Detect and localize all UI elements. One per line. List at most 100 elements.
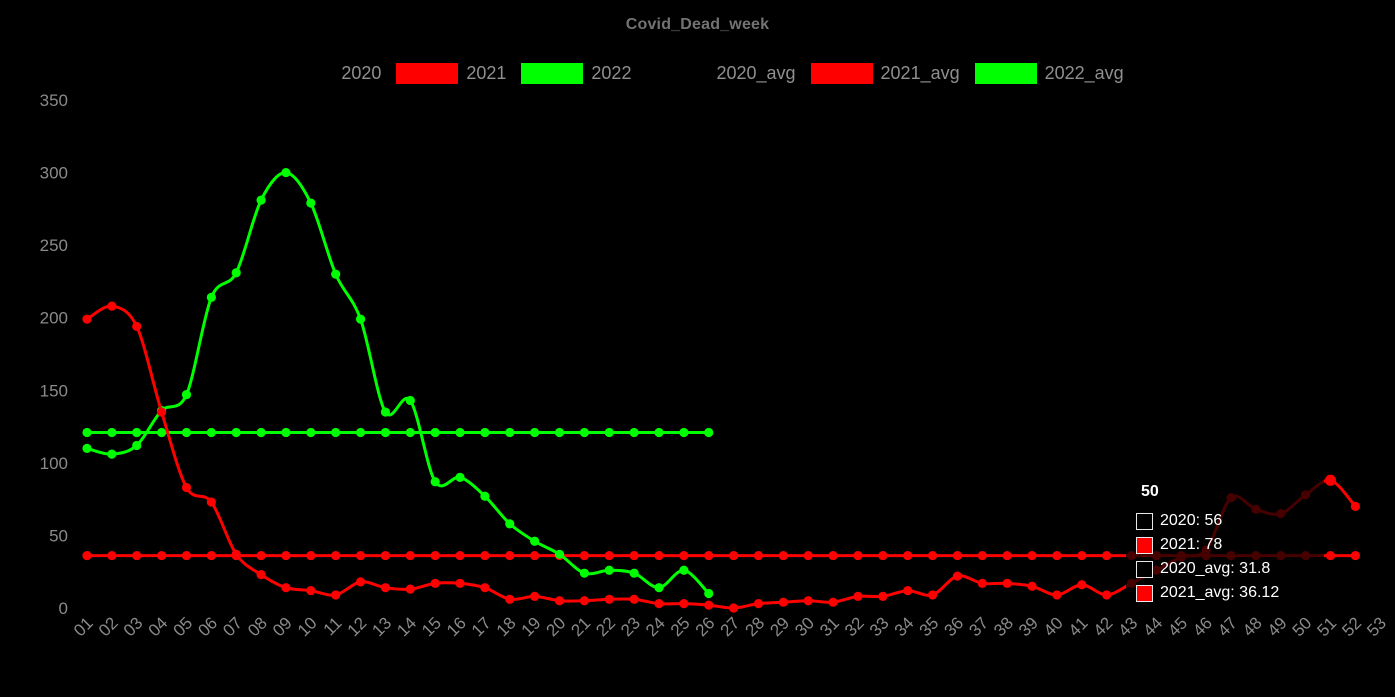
data-point-2021-week-11[interactable] xyxy=(331,590,341,600)
data-point-2021-week-06[interactable] xyxy=(206,497,216,507)
y-tick-label: 50 xyxy=(49,526,68,545)
data-point-2022-week-23[interactable] xyxy=(629,568,639,578)
data-point-2022-week-24[interactable] xyxy=(654,583,664,593)
series-2022[interactable] xyxy=(82,167,714,599)
x-tick-label: 15 xyxy=(418,613,445,640)
data-point-2021-week-34[interactable] xyxy=(903,585,913,596)
data-point-2021-week-47[interactable] xyxy=(1226,493,1236,503)
x-tick-label: 27 xyxy=(717,613,744,640)
legend-item-2020-avg[interactable]: 2020_avg xyxy=(646,63,796,84)
data-point-2021-week-36[interactable] xyxy=(952,571,963,581)
data-point-2021-week-27[interactable] xyxy=(729,603,739,613)
data-point-2022-week-10[interactable] xyxy=(306,198,316,208)
data-point-2021-week-35[interactable] xyxy=(927,590,938,600)
data-point-2022-week-25[interactable] xyxy=(679,565,689,575)
data-point-2021-week-20[interactable] xyxy=(554,596,565,606)
data-point-2022-week-17[interactable] xyxy=(480,491,490,501)
data-point-2021-week-12[interactable] xyxy=(355,577,366,587)
data-point-2021-week-16[interactable] xyxy=(455,578,465,588)
data-point-2021-week-28[interactable] xyxy=(753,599,764,609)
data-point-2021-week-33[interactable] xyxy=(878,591,888,601)
data-point-2021-week-38[interactable] xyxy=(1002,578,1012,588)
data-point-2021-week-49[interactable] xyxy=(1276,509,1286,519)
data-point-2022-week-19[interactable] xyxy=(530,536,540,546)
x-tick-label: 14 xyxy=(393,613,420,640)
data-point-2021-week-09[interactable] xyxy=(281,583,291,593)
data-point-2021-week-01[interactable] xyxy=(82,314,92,324)
data-point-2021-week-17[interactable] xyxy=(480,583,490,593)
data-point-2022-week-13[interactable] xyxy=(380,407,391,417)
x-tick-label: 13 xyxy=(368,613,395,640)
data-point-2022-week-12[interactable] xyxy=(355,314,366,324)
data-point-2022-week-02[interactable] xyxy=(107,449,117,459)
data-point-2021-week-50[interactable] xyxy=(1301,490,1311,500)
data-point-2022-week-11[interactable] xyxy=(331,269,341,279)
x-tick-label: 40 xyxy=(1040,613,1067,640)
series-2021[interactable] xyxy=(82,301,1360,613)
data-point-2021-week-15[interactable] xyxy=(430,578,440,588)
data-point-2021-week-29[interactable] xyxy=(778,597,788,607)
data-point-2021-week-14[interactable] xyxy=(405,584,415,594)
data-point-2022-week-05[interactable] xyxy=(181,390,192,400)
data-point-2021-week-24[interactable] xyxy=(654,599,664,609)
data-point-2022-week-06[interactable] xyxy=(206,292,216,302)
y-tick-label: 150 xyxy=(40,381,68,400)
data-point-2022-week-26[interactable] xyxy=(704,588,714,599)
x-tick-label: 29 xyxy=(766,613,793,640)
data-point-2021-week-23[interactable] xyxy=(629,594,639,604)
data-point-2021-week-26[interactable] xyxy=(704,600,714,610)
data-point-2021-week-48[interactable] xyxy=(1251,504,1261,514)
data-point-2021-week-04[interactable] xyxy=(157,407,167,417)
avg-line-2022_avg xyxy=(82,427,714,438)
legend-item-2021-avg[interactable]: 2021_avg xyxy=(810,63,960,84)
data-point-2021-week-39[interactable] xyxy=(1027,581,1037,591)
data-point-2021-week-41[interactable] xyxy=(1077,580,1087,590)
data-point-2021-week-51[interactable] xyxy=(1324,474,1337,486)
data-point-2021-week-21[interactable] xyxy=(579,596,590,606)
data-point-2022-week-14[interactable] xyxy=(405,395,415,406)
data-point-2022-week-07[interactable] xyxy=(231,268,241,278)
data-point-2021-week-37[interactable] xyxy=(977,578,987,588)
data-point-2022-week-15[interactable] xyxy=(430,477,440,487)
data-point-2021-week-32[interactable] xyxy=(853,591,863,601)
legend-label: 2021_avg xyxy=(880,63,960,83)
data-point-2021-week-45[interactable] xyxy=(1176,552,1186,562)
data-point-2021-week-22[interactable] xyxy=(604,594,614,604)
data-point-2021-week-13[interactable] xyxy=(380,583,391,593)
data-point-2022-week-22[interactable] xyxy=(604,565,614,575)
data-point-2021-week-25[interactable] xyxy=(679,599,689,609)
legend-item-2022-avg[interactable]: 2022_avg xyxy=(974,63,1124,84)
data-point-2022-week-18[interactable] xyxy=(505,519,515,529)
data-point-2021-week-02[interactable] xyxy=(107,301,117,311)
x-tick-label: 02 xyxy=(95,613,122,640)
chart-legend: 2020 2021 2022 2020_avg 2021_avg 2022_av… xyxy=(0,63,1395,84)
data-point-2021-week-44[interactable] xyxy=(1151,565,1162,575)
chart-title: Covid_Dead_week xyxy=(625,16,770,33)
data-point-2022-week-08[interactable] xyxy=(256,195,266,205)
data-point-2021-week-31[interactable] xyxy=(828,597,838,607)
data-point-2021-week-30[interactable] xyxy=(803,596,813,606)
data-point-2022-week-01[interactable] xyxy=(82,443,92,453)
data-point-2021-week-19[interactable] xyxy=(530,591,540,601)
data-point-2021-week-42[interactable] xyxy=(1102,590,1112,600)
data-point-2022-week-20[interactable] xyxy=(554,549,565,559)
data-point-2022-week-16[interactable] xyxy=(455,472,465,482)
data-point-2021-week-52[interactable] xyxy=(1350,501,1360,511)
legend-item-2020[interactable]: 2020 xyxy=(271,63,381,84)
data-point-2021-week-10[interactable] xyxy=(306,585,316,596)
legend-item-2021[interactable]: 2021 xyxy=(396,63,506,84)
data-point-2022-week-03[interactable] xyxy=(132,440,142,451)
data-point-2021-week-05[interactable] xyxy=(181,482,192,493)
data-point-2022-week-21[interactable] xyxy=(579,568,590,578)
legend-label: 2021 xyxy=(466,63,507,83)
data-point-2021-week-07[interactable] xyxy=(231,549,241,559)
data-point-2021-week-43[interactable] xyxy=(1126,578,1137,588)
data-point-2021-week-08[interactable] xyxy=(256,570,266,580)
data-point-2022-week-09[interactable] xyxy=(281,167,291,178)
data-point-2021-week-18[interactable] xyxy=(505,594,515,604)
data-point-2021-week-40[interactable] xyxy=(1052,590,1062,600)
data-point-2021-week-03[interactable] xyxy=(132,321,142,332)
data-point-2021-week-46[interactable] xyxy=(1201,545,1211,555)
legend-item-2022[interactable]: 2022 xyxy=(521,63,631,84)
